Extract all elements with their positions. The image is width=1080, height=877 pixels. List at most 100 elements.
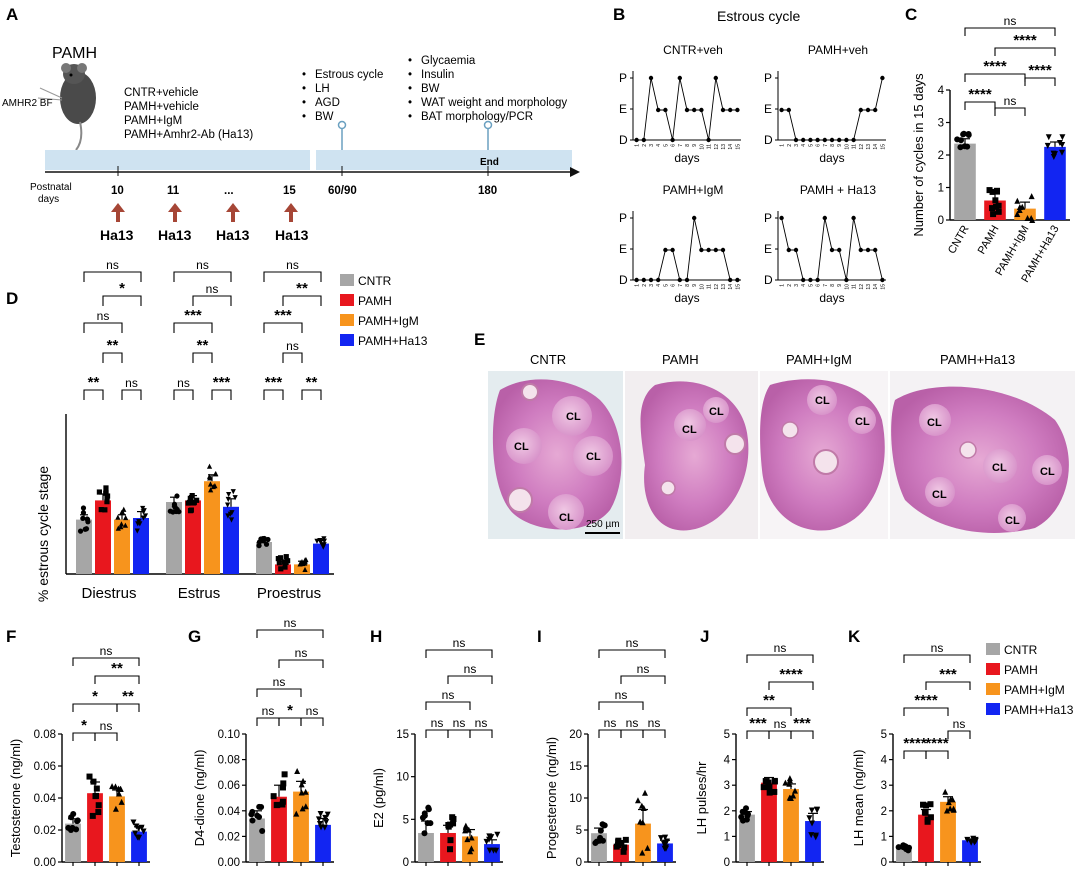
significance-label: ns [442,688,455,702]
day-tick-label: 6 [671,284,677,287]
y-axis-label: Progesterone (ng/ml) [544,737,559,859]
day-tick-label: 9 [692,144,698,147]
stage-line [781,217,883,281]
mid-bullet: • [302,83,306,95]
significance-bracket [746,707,792,716]
y-tick-label: 20 [569,729,582,741]
panel-letter-d: D [6,289,18,308]
bar [739,814,755,862]
data-point [620,848,627,855]
bar [166,502,182,574]
y-tick-label: 3 [881,780,887,792]
significance-bracket [598,701,644,710]
legend-label: PAMH [358,294,392,308]
significance-label: ns [626,716,639,730]
significance-bracket [121,389,142,400]
histology-label: PAMH [662,352,699,367]
data-point [1014,210,1021,217]
data-point [960,130,967,137]
day-tick-label: 10 [699,144,705,150]
data-point [618,839,625,846]
data-point [986,187,993,194]
data-point [89,812,96,819]
data-point [189,492,195,499]
day-tick-label: 14 [728,284,734,290]
bar [635,823,651,862]
data-point [86,773,93,780]
data-point [447,846,454,853]
stage-line [781,77,883,141]
stage-label: E [619,102,627,116]
data-point [69,824,76,831]
y-axis-label: Number of cycles in 15 days [911,73,926,237]
data-point [486,847,493,854]
day-tick-label: 10 [844,284,850,290]
data-point [207,475,213,481]
significance-label: ns [284,616,297,630]
y-tick-label: 0 [938,215,944,227]
day-labels: 10 11 ... 15 60/90 180 [111,185,497,197]
data-point [995,208,1002,215]
data-point [421,830,428,837]
group-item: PAMH+vehicle [124,101,199,113]
significance-bracket [282,352,303,363]
significance-bracket [263,271,322,282]
data-point [123,514,129,521]
data-point [771,777,778,784]
data-point [302,788,309,795]
data-point [140,828,147,835]
data-point [968,838,975,845]
histology-label: PAMH+IgM [786,352,852,367]
group-list: CNTR+vehicle PAMH+vehicle PAMH+IgM PAMH+… [124,87,253,141]
data-point [927,801,934,808]
data-point [132,830,139,837]
data-point [297,561,303,567]
day-tick-label: 6 [816,284,822,287]
data-point [1059,134,1066,141]
data-point [994,187,1001,194]
data-point [226,491,232,498]
significance-bracket [256,717,280,726]
data-point [210,483,216,490]
injection-labels: Ha13 Ha13 Ha13 Ha13 [100,227,309,243]
data-point [298,781,305,788]
data-point [316,820,323,827]
significance-label: **** [968,86,992,103]
significance-label: ns [196,258,209,272]
y-tick-label: 5 [576,825,582,837]
day-tick-label: 3 [794,144,800,147]
mouse-label: AMHR2 BF [2,98,53,109]
y-tick-label: 3 [724,780,730,792]
data-point [895,844,902,851]
significance-bracket [642,729,666,738]
significance-bracket [620,675,666,684]
injection-label: Ha13 [216,227,250,243]
data-point [207,481,214,487]
significance-bracket [83,271,142,282]
data-point [806,815,813,822]
data-point [112,783,119,790]
data-point [317,539,324,545]
significance-bracket [768,681,814,690]
day-tick-label: 3 [649,284,655,287]
cl-label: CL [815,395,830,407]
y-axis-label: % estrous cycle stage [35,466,51,602]
data-point [597,834,604,841]
data-point [256,814,263,821]
timepoint-ticks [117,166,489,176]
day-tick-label: 10 [844,144,850,150]
data-point [644,844,651,851]
timeline-bar-1 [45,150,310,170]
data-point [302,566,308,573]
data-point [293,810,300,817]
significance-bracket [425,729,449,738]
stage-label: D [619,133,628,147]
data-point [225,502,231,508]
data-point [98,507,104,513]
data-point [949,796,956,803]
chart-f: 0.00 0.02 0.04 0.06 0.08 Testosterone (ng/ml)… [8,644,150,869]
